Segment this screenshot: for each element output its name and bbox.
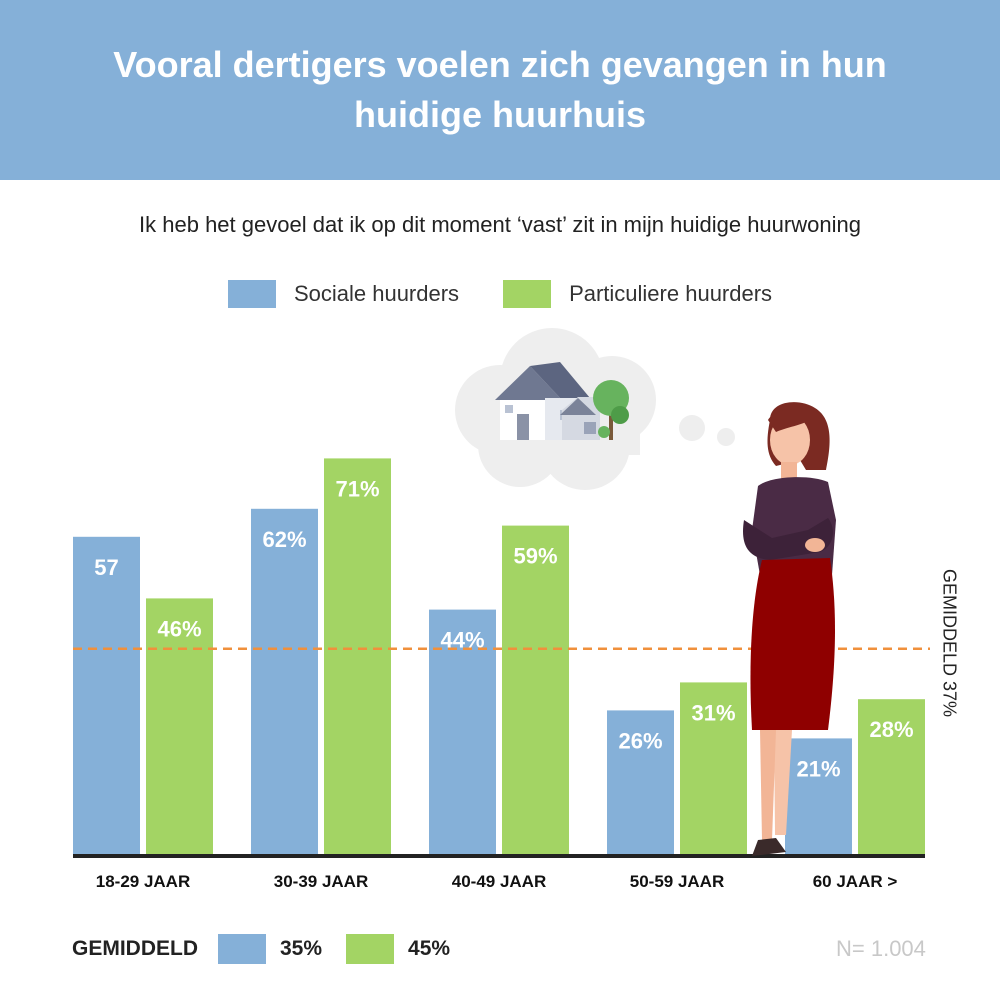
legend-item-private: Particuliere huurders — [503, 280, 772, 308]
woman-figure — [743, 402, 836, 856]
x-tick-label: 30-39 JAAR — [274, 872, 369, 891]
legend-item-social: Sociale huurders — [227, 280, 460, 308]
legend-label-social: Sociale huurders — [293, 281, 460, 306]
bar-value-label: 44% — [440, 628, 484, 653]
x-tick-label: 18-29 JAAR — [96, 872, 191, 891]
footer-value-private: 45% — [408, 937, 451, 960]
bar-value-label: 26% — [618, 728, 662, 753]
footer-value-social: 35% — [280, 937, 323, 960]
chart-title: Ik heb het gevoel dat ik op dit moment ‘… — [139, 212, 861, 237]
footer-swatch-social — [218, 934, 266, 964]
bar-value-label: 62% — [262, 527, 306, 552]
bar-private — [146, 598, 213, 856]
bar-value-label: 28% — [869, 717, 913, 742]
house-tree-icon — [495, 362, 629, 440]
average-line-label: GEMIDDELD 37% — [939, 569, 959, 717]
footer-swatch-private — [346, 934, 395, 964]
page-title: Vooral dertigers voelen zich gevangen in… — [113, 44, 887, 135]
bar-social — [607, 710, 674, 856]
sample-size-note: N= 1.004 — [836, 936, 926, 961]
bar-private — [324, 458, 391, 856]
bars-layer: 57 46% 18-29 JAAR 62% 71% 30-39 JAAR 44% 59% 40-… — [73, 458, 959, 891]
legend-swatch-social — [227, 280, 276, 308]
bar-value-label: 31% — [691, 700, 735, 725]
header-banner: Vooral dertigers voelen zich gevangen in… — [0, 0, 1000, 180]
legend-label-private: Particuliere huurders — [569, 281, 773, 306]
x-tick-label: 60 JAAR > — [813, 872, 898, 891]
legend: Sociale huurders Particuliere huurders — [0, 280, 1000, 308]
bar-social — [429, 609, 496, 856]
bar-value-label: 46% — [157, 616, 201, 641]
worried-woman-illustration — [455, 328, 836, 856]
bar-value-label: 59% — [513, 544, 557, 569]
bar-social — [785, 738, 852, 856]
bar-social — [251, 508, 318, 856]
legend-swatch-private — [503, 280, 552, 308]
bar-social — [73, 536, 140, 856]
x-tick-label: 50-59 JAAR — [630, 872, 725, 891]
bar-value-label: 21% — [796, 756, 840, 781]
bar-private — [858, 699, 925, 856]
footer-average-label: GEMIDDELD — [72, 937, 198, 960]
bar-private — [502, 525, 569, 856]
footer-average: GEMIDDELD 35% 45% — [72, 934, 474, 964]
x-tick-label: 40-49 JAAR — [452, 872, 547, 891]
bar-value-label: 71% — [335, 476, 379, 501]
bar-value-label: 57 — [94, 555, 118, 580]
bar-private — [680, 682, 747, 856]
